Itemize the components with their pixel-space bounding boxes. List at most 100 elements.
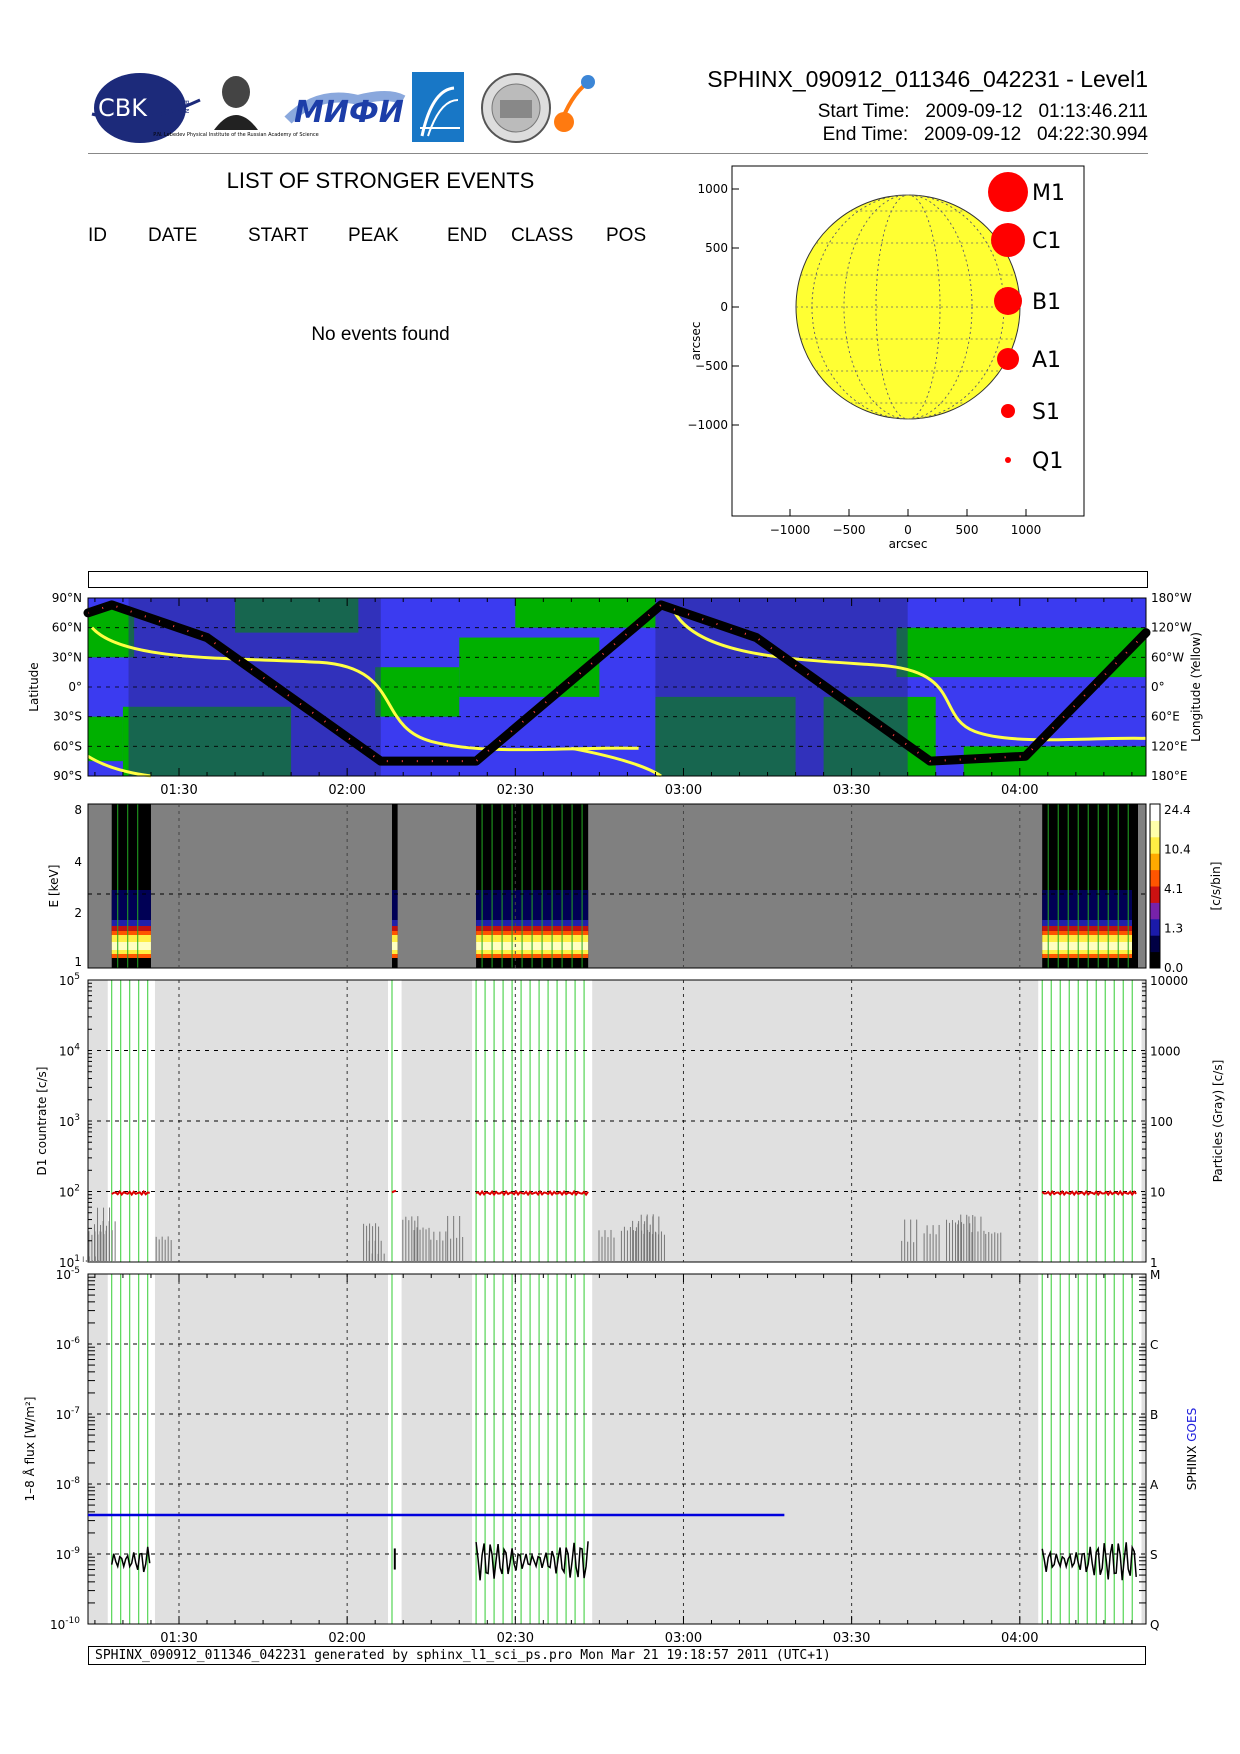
spectrogram-image bbox=[88, 804, 1146, 968]
start-time: 01:13:46.211 bbox=[1038, 101, 1148, 122]
events-title: LIST OF STRONGER EVENTS bbox=[226, 168, 535, 193]
countrate-y-tick-label: 103 bbox=[59, 1113, 80, 1129]
spectrogram-frame bbox=[87, 803, 1147, 969]
flux-data-window bbox=[107, 1274, 155, 1624]
colorbar-tick-label: 1.3 bbox=[1164, 922, 1183, 936]
continent bbox=[88, 607, 135, 658]
colorbar-tick-label: 0.0 bbox=[1164, 961, 1183, 975]
countrate-axes: 105 10000 104 1000 103 100 102 10 101 1 bbox=[59, 972, 1188, 1270]
energy-tick-label: 2 bbox=[74, 906, 82, 920]
countrate-plot bbox=[88, 980, 1146, 1262]
spectrogram-band bbox=[111, 931, 151, 935]
orbit-y-tick-label: 60°S bbox=[53, 739, 82, 753]
flux-y-tick-label: 10-9 bbox=[56, 1546, 81, 1562]
orbit-frame bbox=[87, 597, 1147, 777]
legend-marker-m1 bbox=[988, 172, 1028, 212]
particles-y-tick-label: 1000 bbox=[1150, 1045, 1181, 1059]
flux-frame bbox=[87, 1273, 1147, 1625]
legend-label-c1: C1 bbox=[1032, 229, 1061, 254]
colorbar-segment bbox=[1150, 820, 1160, 838]
swirl-logo bbox=[554, 75, 595, 132]
energy-tick-label: 4 bbox=[74, 855, 82, 869]
spectrogram-axes: 8 4 2 1 24.4 10.4 4.1 1.3 0.0 bbox=[74, 803, 1190, 975]
flux-panel: 10-5 M 10-6 C 10-7 B 10-8 A 10-9 S 10-10 Q 01:30 02:0… bbox=[22, 1266, 1199, 1646]
sun-y-tick-label: 500 bbox=[705, 241, 728, 255]
spectrogram-data-block bbox=[391, 804, 398, 968]
sun-y-tick-label: 1000 bbox=[697, 182, 728, 196]
countrate-y-title: D1 countrate [c/s] bbox=[35, 1067, 49, 1176]
sun-x-tick-label: 500 bbox=[956, 523, 979, 537]
sun-map-y-title: arcsec bbox=[689, 322, 703, 361]
longitude-curve bbox=[90, 626, 639, 752]
legend-marker-q1 bbox=[1005, 457, 1011, 463]
d1-countrate-line bbox=[391, 1189, 397, 1194]
header-divider bbox=[88, 153, 1148, 154]
spectrogram-band bbox=[391, 931, 398, 935]
colorbar-segment bbox=[1150, 902, 1160, 920]
footer-bar: SPHINX_090912_011346_042231 generated by… bbox=[88, 1646, 1146, 1665]
sun-y-tick-label: 0 bbox=[720, 300, 728, 314]
spectrogram-band bbox=[1042, 926, 1138, 931]
spectrogram-band bbox=[391, 926, 398, 931]
orbit-tracks bbox=[83, 597, 1151, 778]
events-col-peak: PEAK bbox=[348, 225, 399, 246]
flux-y-tick-label: 10-8 bbox=[56, 1476, 81, 1492]
flux-right-title: SPHINX GOES bbox=[1185, 1408, 1199, 1490]
countrate-panel: 105 10000 104 1000 103 100 102 10 101 1 D1 countr… bbox=[35, 972, 1225, 1270]
sun-map-ticks: −1000 −1000 −500 −500 0 0 500 500 1000 1000 bbox=[687, 182, 1041, 537]
end-time: 04:22:30.994 bbox=[1037, 124, 1148, 145]
d1-countrate-line bbox=[111, 1189, 150, 1197]
flux-data-window bbox=[387, 1274, 402, 1624]
start-time-row: Start Time: 2009-09-12 01:13:46.211 bbox=[818, 101, 1148, 123]
time-tick-label: 02:30 bbox=[497, 783, 534, 798]
lebedev-portrait-logo: P.N. Lebedev Physical Institute of the R… bbox=[153, 76, 319, 138]
spectrogram-band bbox=[1042, 942, 1138, 950]
status-bar bbox=[88, 571, 1148, 588]
particles-y-title: Particles (Gray) [c/s] bbox=[1211, 1060, 1225, 1183]
countrate-y-tick-label: 101 bbox=[59, 1254, 80, 1270]
events-col-id: ID bbox=[88, 225, 107, 246]
spectrogram-band bbox=[111, 926, 151, 931]
sun-y-tick-label: −500 bbox=[695, 359, 728, 373]
flux-background bbox=[88, 1274, 1146, 1624]
legend-marker-s1 bbox=[1001, 404, 1015, 418]
orbit-y-tick-label: 0° bbox=[68, 680, 82, 694]
start-date: 2009-09-12 bbox=[925, 101, 1023, 122]
particles-y-tick-label: 10000 bbox=[1150, 974, 1188, 988]
cbk-logo-text: CBK bbox=[98, 94, 148, 122]
sphinx-flux-line bbox=[1041, 1542, 1137, 1581]
legend-marker-b1 bbox=[994, 287, 1022, 315]
events-col-date: DATE bbox=[148, 225, 198, 246]
orbit-y-tick-label-right: 180°W bbox=[1151, 591, 1192, 605]
time-tick-label: 02:00 bbox=[328, 1631, 365, 1646]
sun-x-tick-label: 0 bbox=[904, 523, 912, 537]
spectrogram-no-data bbox=[88, 804, 1146, 968]
spectrogram-band bbox=[1042, 935, 1138, 942]
time-tick-label: 02:00 bbox=[328, 783, 365, 798]
orbit-y-tick-label: 30°S bbox=[53, 710, 82, 724]
events-col-pos: POS bbox=[606, 225, 647, 246]
orbit-y-title: Latitude bbox=[27, 662, 41, 711]
sphinx-flux-line bbox=[110, 1546, 151, 1573]
flux-data-window bbox=[472, 1274, 593, 1624]
flare-class-label: M bbox=[1150, 1268, 1160, 1282]
flare-class-label: A bbox=[1150, 1478, 1159, 1492]
flare-class-label: S bbox=[1150, 1548, 1158, 1562]
sun-disk bbox=[795, 194, 1021, 420]
orbit-panel: 90°N 180°W 60°N 120°W 30°N 60°W 0° 0° 30°S 60°E 60… bbox=[27, 591, 1203, 798]
longitude-curve bbox=[87, 754, 152, 778]
orbit-y-tick-label-right: 60°E bbox=[1151, 710, 1180, 724]
colorbar-title: [c/s/bin] bbox=[1209, 862, 1223, 911]
file-title: SPHINX_090912_011346_042231 - Level1 bbox=[707, 66, 1148, 92]
spectrogram-band bbox=[111, 935, 151, 942]
spectrogram-band bbox=[1042, 931, 1138, 935]
continent bbox=[375, 667, 460, 717]
mifi-logo-text: МИФИ bbox=[294, 95, 404, 130]
orbit-y-tick-label-right: 180°E bbox=[1151, 769, 1188, 783]
legend-label-s1: S1 bbox=[1032, 400, 1060, 425]
longitude-curve bbox=[571, 746, 662, 778]
cbk-logo-sub: PAN bbox=[182, 100, 190, 114]
time-tick-label: 03:30 bbox=[833, 783, 870, 798]
footer-text: SPHINX_090912_011346_042231 generated by… bbox=[95, 1648, 831, 1663]
continent bbox=[88, 716, 123, 762]
